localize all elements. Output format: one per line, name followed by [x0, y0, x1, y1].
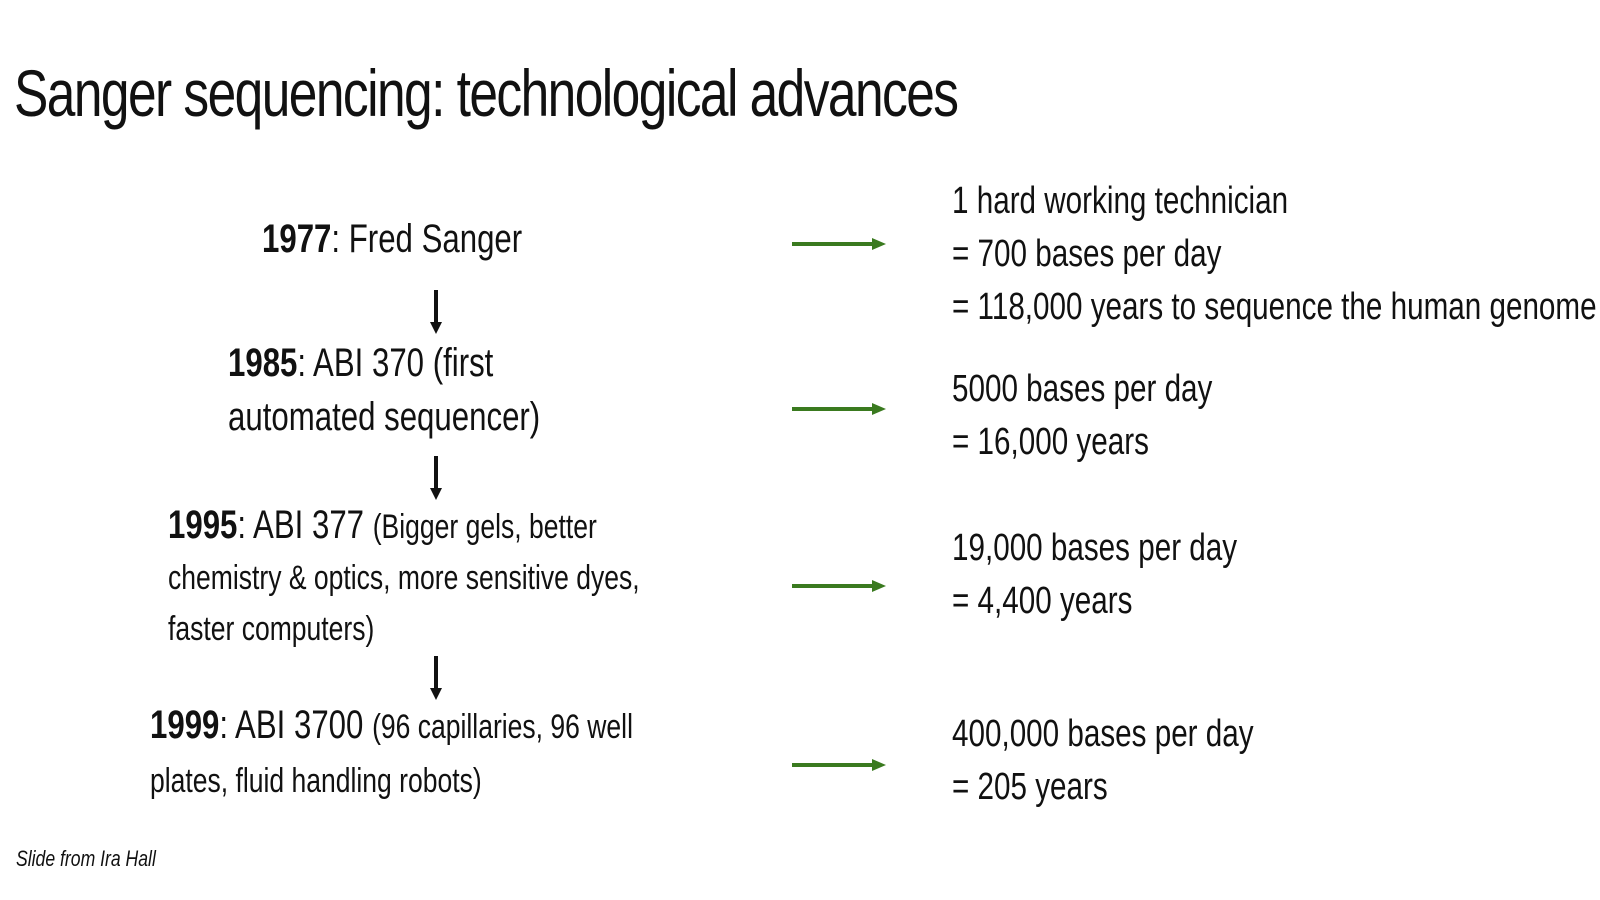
timeline-year: 1999: [150, 703, 220, 747]
timeline-detail-line: faster computers): [168, 610, 375, 648]
timeline-detail-line: plates, fluid handling robots): [150, 762, 482, 800]
timeline-entry-1995: 1995: ABI 377 (Bigger gels, better chemi…: [168, 500, 640, 655]
arrow-down-icon: [430, 656, 442, 700]
result-line: 1 hard working technician: [952, 180, 1289, 222]
timeline-entry-1985: 1985: ABI 370 (first automated sequencer…: [228, 336, 540, 444]
timeline-entry-1999: 1999: ABI 3700 (96 capillaries, 96 well …: [150, 698, 633, 808]
result-line: = 118,000 years to sequence the human ge…: [952, 286, 1597, 328]
arrow-down-icon: [430, 290, 442, 334]
timeline-detail: (96 capillaries, 96 well: [372, 708, 633, 746]
result-block-1985: 5000 bases per day = 16,000 years: [952, 363, 1212, 469]
arrow-down-icon: [430, 456, 442, 500]
slide-credit: Slide from Ira Hall: [16, 846, 156, 871]
result-block-1995: 19,000 bases per day = 4,400 years: [952, 522, 1237, 628]
timeline-name: : ABI 377: [237, 503, 365, 547]
result-block-1999: 400,000 bases per day = 205 years: [952, 708, 1254, 814]
arrow-right-icon: [792, 238, 886, 250]
result-line: = 16,000 years: [952, 421, 1149, 463]
timeline-name: : Fred Sanger: [331, 217, 523, 261]
result-line: = 700 bases per day: [952, 233, 1222, 275]
timeline-detail: (Bigger gels, better: [372, 508, 597, 546]
slide-title: Sanger sequencing: technological advance…: [14, 56, 959, 130]
timeline-entry-1977: 1977: Fred Sanger: [262, 212, 522, 266]
result-line: = 205 years: [952, 766, 1108, 808]
result-block-1977: 1 hard working technician = 700 bases pe…: [952, 175, 1597, 334]
arrow-right-icon: [792, 403, 886, 415]
timeline-year: 1995: [168, 503, 238, 547]
result-line: 400,000 bases per day: [952, 713, 1254, 755]
arrow-right-icon: [792, 580, 886, 592]
arrow-right-icon: [792, 759, 886, 771]
timeline-detail-line: chemistry & optics, more sensitive dyes,: [168, 559, 640, 597]
result-line: 5000 bases per day: [952, 368, 1213, 410]
timeline-name: : ABI 370 (first: [297, 341, 494, 385]
timeline-name: : ABI 3700: [219, 703, 364, 747]
timeline-year: 1985: [228, 341, 298, 385]
result-line: 19,000 bases per day: [952, 527, 1238, 569]
timeline-detail-line: automated sequencer): [228, 395, 541, 439]
result-line: = 4,400 years: [952, 580, 1133, 622]
timeline-year: 1977: [262, 217, 332, 261]
